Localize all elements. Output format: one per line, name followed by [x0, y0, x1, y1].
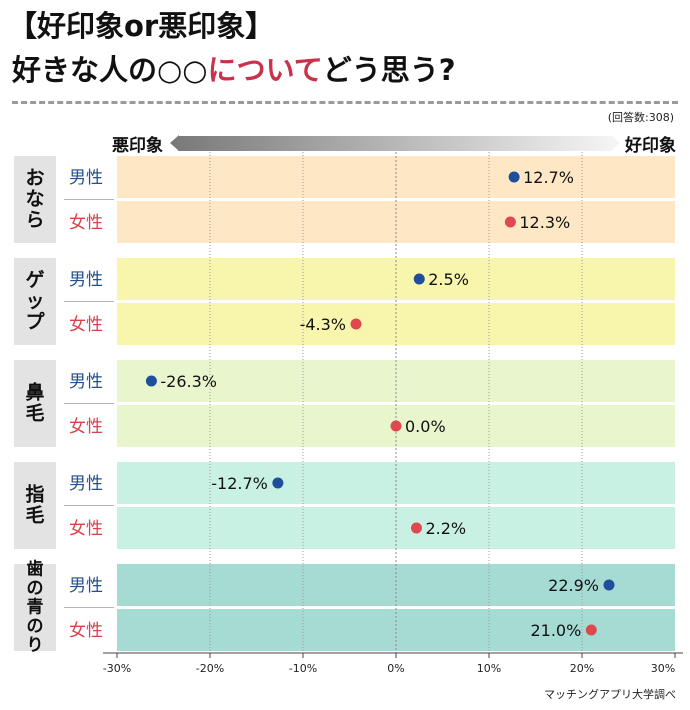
data-point — [508, 171, 520, 183]
data-label: 12.3% — [519, 213, 570, 232]
category-cell — [14, 462, 56, 549]
series-label: 男性 — [69, 576, 103, 596]
title-line-2-highlight: について — [207, 53, 323, 87]
category-label: ゲップ — [25, 269, 45, 333]
series-label: 女性 — [69, 621, 103, 641]
category-cell — [14, 156, 56, 243]
positive-impression-label: 好印象 — [625, 136, 676, 156]
x-tick-label: 20% — [570, 662, 594, 675]
series-label: 男性 — [69, 372, 103, 392]
category-label: 指毛 — [25, 484, 44, 527]
x-tick-label: -20% — [196, 662, 224, 675]
respondent-count: (回答数:308) — [607, 111, 674, 124]
category-cell — [14, 564, 56, 651]
data-label: 22.9% — [548, 576, 599, 595]
data-point — [413, 273, 425, 285]
negative-impression-label: 悪印象 — [112, 136, 163, 156]
title-line-1: 【好印象or悪印象】 — [8, 9, 275, 43]
data-point — [603, 579, 615, 591]
series-label: 女性 — [69, 519, 103, 539]
data-point — [350, 318, 362, 330]
data-point — [585, 624, 597, 636]
data-label: 21.0% — [530, 621, 581, 640]
data-point — [410, 522, 422, 534]
category-label: 歯の青のり — [27, 558, 44, 655]
series-label: 男性 — [69, 270, 103, 290]
series-label: 女性 — [69, 417, 103, 437]
data-label: 0.0% — [405, 417, 446, 436]
data-label: -26.3% — [160, 372, 217, 391]
series-label: 女性 — [69, 315, 103, 335]
arrow-right-icon — [611, 135, 620, 151]
category-label: おなら — [25, 167, 44, 231]
arrow-left-icon — [170, 135, 179, 151]
title-line-2: 好きな人の○○についてどう思う? — [12, 50, 456, 90]
title-line-2-pre: 好きな人の○○ — [12, 53, 208, 87]
x-tick-label: 30% — [651, 662, 675, 675]
title-divider — [12, 101, 678, 104]
data-point — [145, 375, 157, 387]
series-label: 男性 — [69, 168, 103, 188]
x-tick-label: -10% — [289, 662, 317, 675]
category-cell — [14, 360, 56, 447]
impression-gradient-bar — [178, 136, 612, 151]
category-label: 鼻毛 — [25, 381, 44, 425]
source-note: マッチングアプリ大学調べ — [544, 688, 676, 701]
series-label: 男性 — [69, 474, 103, 494]
series-label: 女性 — [69, 213, 103, 233]
x-tick-label: 10% — [477, 662, 501, 675]
title-line-2-post: どう思う? — [322, 53, 456, 87]
data-point — [390, 420, 402, 432]
data-label: 2.5% — [428, 270, 469, 289]
data-label: 12.7% — [523, 168, 574, 187]
x-tick-label: 0% — [387, 662, 404, 675]
category-cell — [14, 258, 56, 345]
data-label: -12.7% — [211, 474, 268, 493]
data-label: 2.2% — [425, 519, 466, 538]
data-label: -4.3% — [300, 315, 346, 334]
data-point — [272, 477, 284, 489]
data-point — [504, 216, 516, 228]
x-tick-label: -30% — [103, 662, 131, 675]
